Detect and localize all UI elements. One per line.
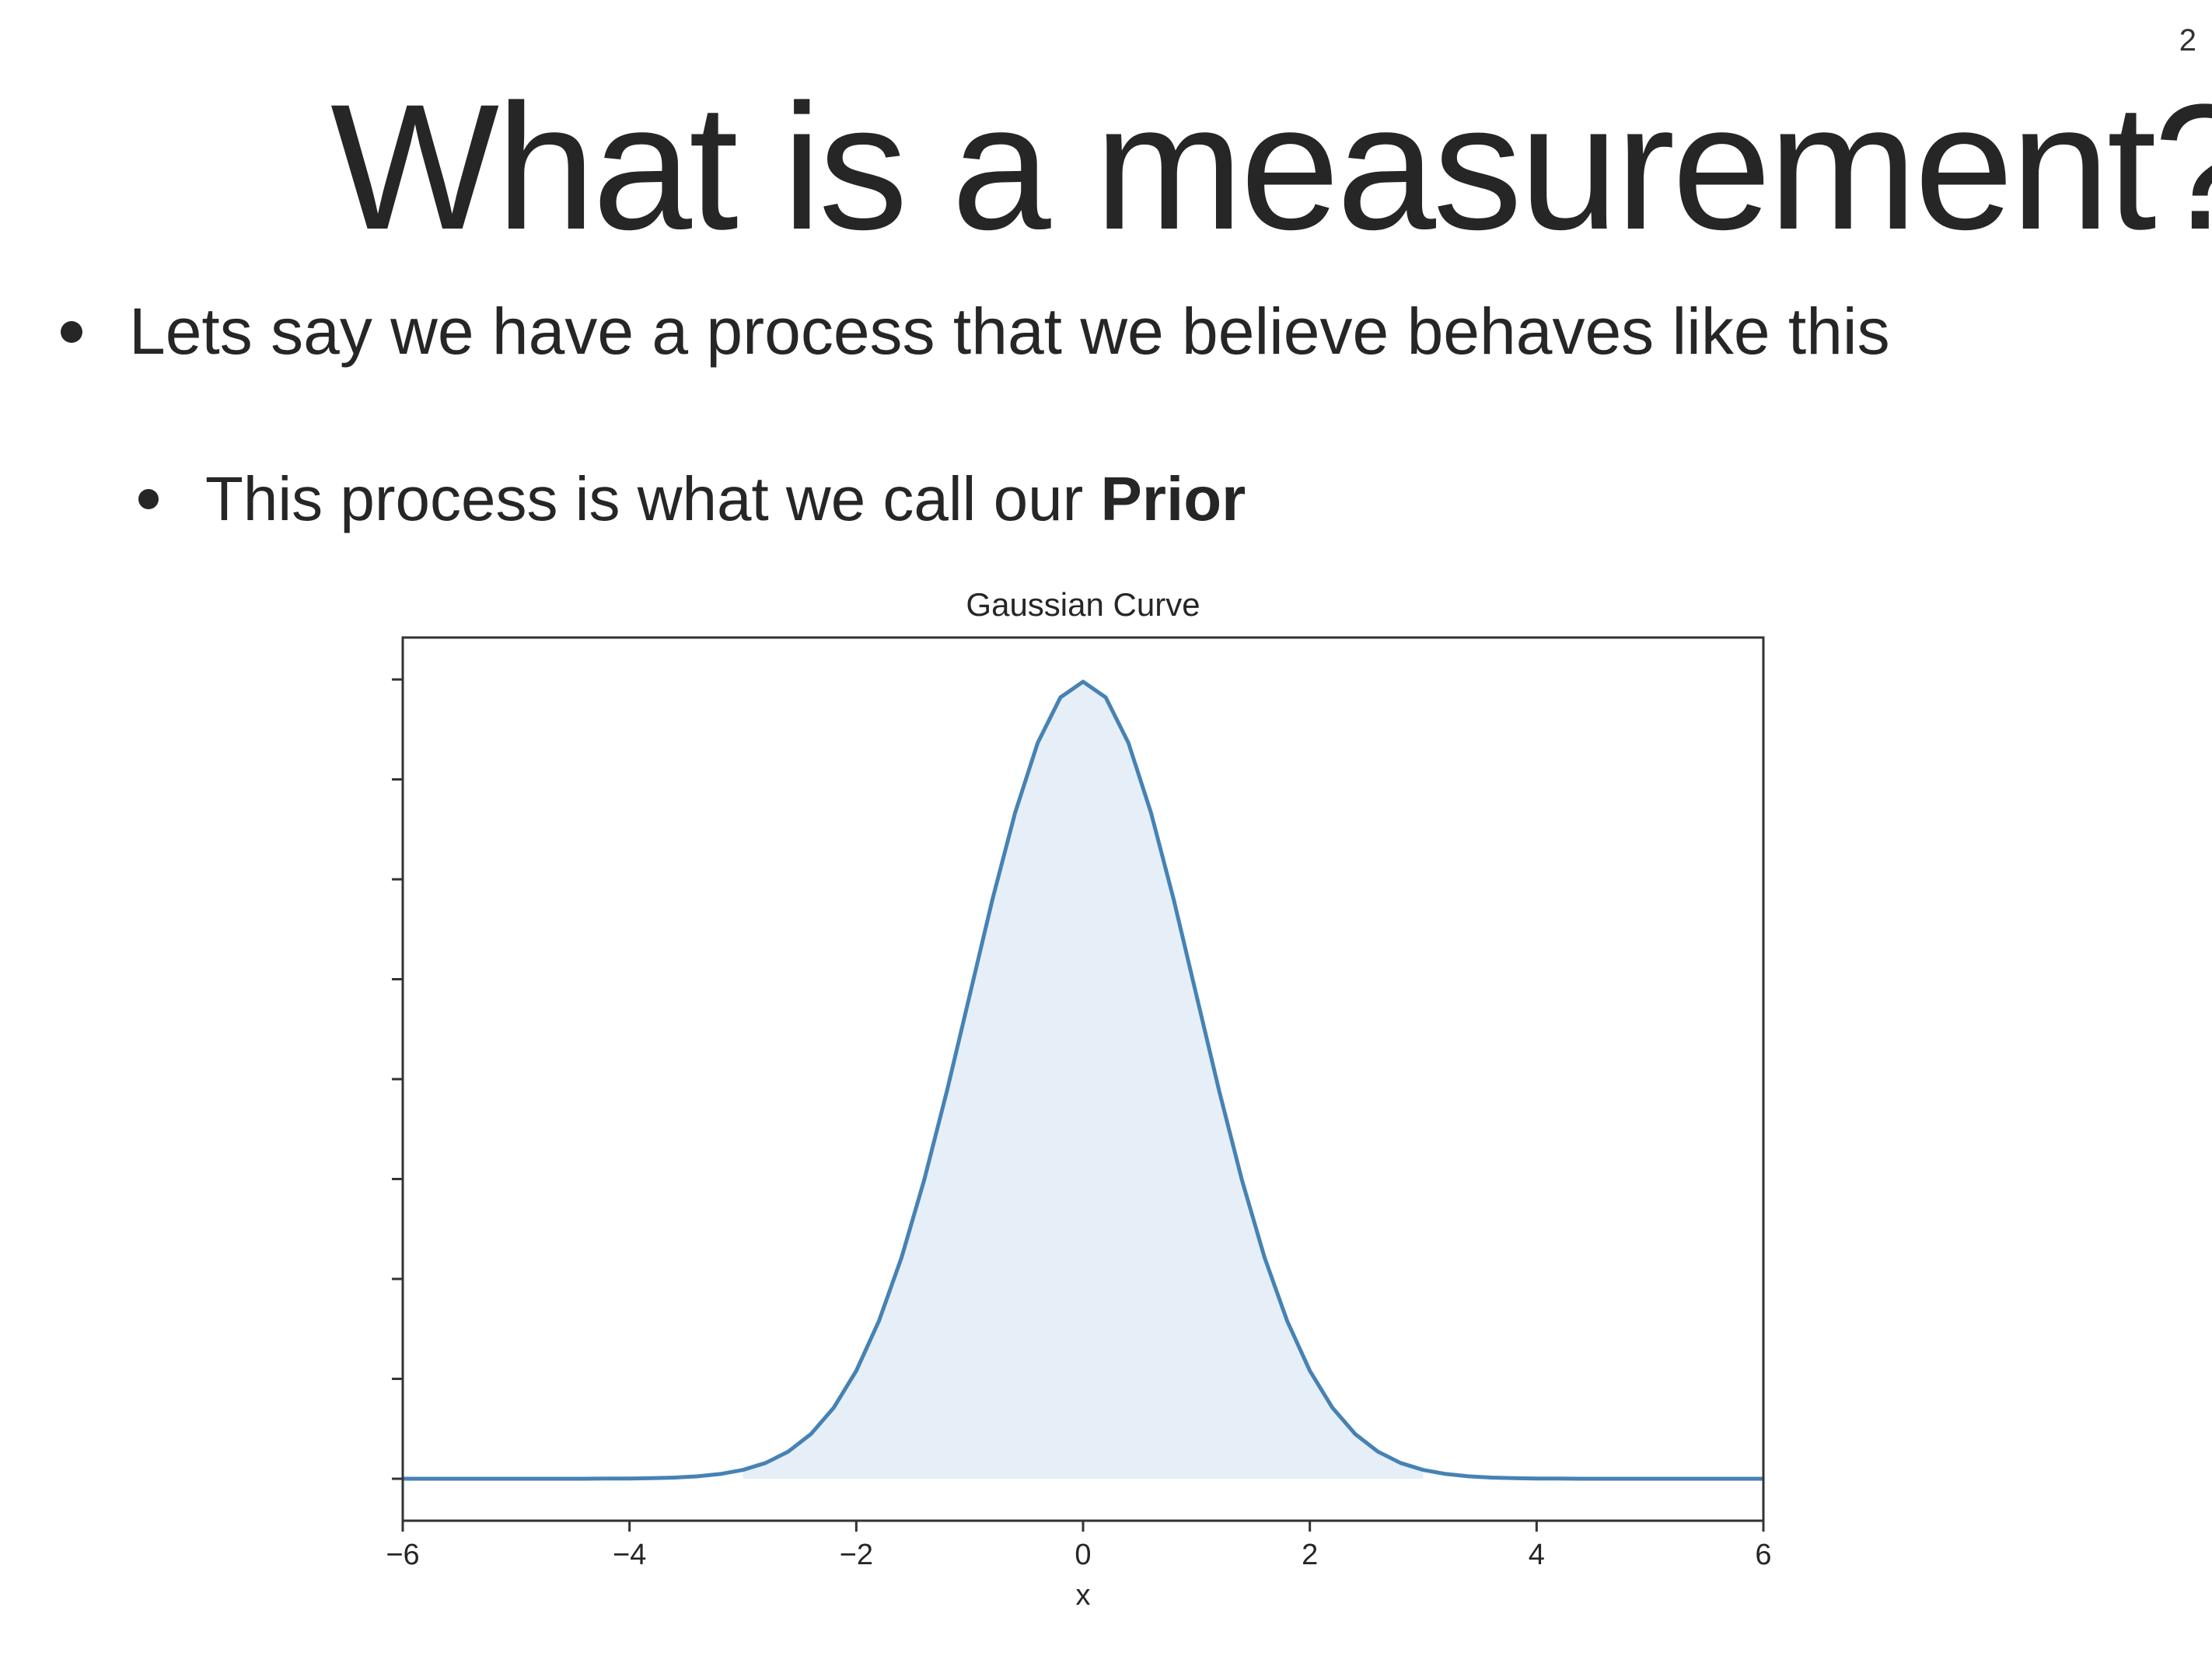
bullet-text: This process is what we call our bbox=[205, 464, 1101, 533]
prior-term: Prior bbox=[1100, 464, 1246, 533]
x-tick-label: −4 bbox=[613, 1539, 646, 1571]
gaussian-series-line bbox=[403, 680, 1763, 1481]
x-tick-label: 0 bbox=[1075, 1539, 1091, 1571]
x-axis-label: x bbox=[1076, 1579, 1091, 1612]
x-tick-label: 6 bbox=[1755, 1539, 1771, 1571]
slide-title: What is a measurement? bbox=[330, 67, 2212, 267]
area-fill bbox=[743, 681, 1424, 1480]
x-tick-label: 2 bbox=[1302, 1539, 1318, 1571]
x-tick-label: −2 bbox=[840, 1539, 873, 1571]
bullet-item-2: This process is what we call our Prior bbox=[138, 463, 1246, 535]
x-tick-label: −6 bbox=[386, 1539, 419, 1571]
x-tick-label: 4 bbox=[1529, 1539, 1545, 1571]
bullet-text: Lets say we have a process that we belie… bbox=[129, 295, 1890, 368]
chart-title: Gaussian Curve bbox=[966, 586, 1200, 623]
page-number: 2 bbox=[2179, 23, 2196, 58]
bullet-dot-icon bbox=[138, 489, 159, 509]
bullet-item-1: Lets say we have a process that we belie… bbox=[61, 294, 1890, 369]
bullet-dot-icon bbox=[61, 320, 82, 343]
